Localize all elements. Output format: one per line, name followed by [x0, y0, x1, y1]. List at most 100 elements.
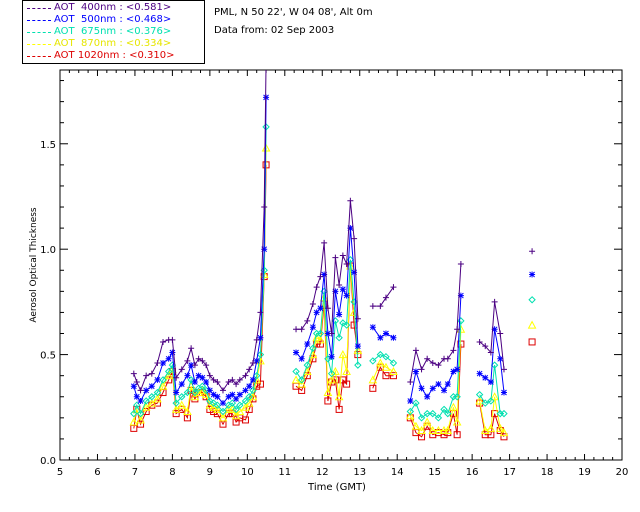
site-info: PML, N 50 22', W 04 08', Alt 0m — [214, 7, 373, 18]
data-point — [435, 381, 442, 388]
series-line — [133, 147, 505, 433]
data-point — [241, 397, 250, 405]
x-tick-label: 16 — [466, 467, 479, 478]
data-point — [422, 417, 432, 426]
x-tick-label: 6 — [94, 467, 100, 478]
legend-label-870: AOT 870nm : <0.334> — [54, 38, 172, 49]
data-point — [423, 409, 431, 418]
data-point — [500, 409, 508, 418]
data-point — [210, 391, 217, 398]
data-point — [332, 254, 339, 261]
data-point — [369, 324, 376, 331]
data-point — [169, 336, 176, 343]
data-point — [231, 411, 241, 420]
data-point — [339, 252, 346, 259]
series-key-marker — [529, 271, 536, 278]
chart-legend: AOT 400nm : <0.581> AOT 500nm : <0.468> … — [22, 0, 205, 64]
data-point — [444, 381, 451, 388]
x-tick-label: 19 — [578, 467, 591, 478]
data-point — [328, 353, 335, 360]
data-point — [137, 387, 144, 394]
data-point — [497, 355, 504, 362]
data-point — [257, 309, 264, 316]
legend-label-500: AOT 500nm : <0.468> — [54, 14, 172, 25]
data-point — [412, 347, 419, 354]
data-point — [253, 336, 260, 343]
data-point — [338, 350, 348, 359]
data-point — [435, 362, 442, 369]
data-point — [177, 400, 187, 409]
data-point — [324, 397, 332, 405]
x-tick-label: 10 — [241, 467, 254, 478]
data-point — [417, 425, 426, 434]
data-point — [339, 376, 347, 384]
data-point — [142, 397, 150, 405]
x-axis-label: Time (GMT) — [307, 482, 366, 493]
data-point — [491, 326, 498, 333]
data-point — [203, 379, 210, 385]
legend-swatch-500 — [27, 20, 51, 21]
data-point — [187, 376, 195, 384]
data-point — [195, 372, 202, 379]
x-tick-label: 14 — [391, 467, 404, 478]
legend-entry-500: AOT 500nm : <0.468> — [23, 14, 204, 26]
data-point — [353, 345, 363, 354]
data-point — [342, 366, 351, 375]
data-point — [347, 225, 354, 232]
data-point — [354, 343, 361, 350]
data-point — [235, 406, 245, 416]
data-point — [454, 366, 461, 373]
data-point — [491, 298, 498, 305]
x-tick-label: 17 — [503, 467, 516, 478]
legend-entry-675: AOT 675nm : <0.376> — [23, 26, 204, 38]
data-point — [389, 366, 398, 375]
data-point — [424, 355, 431, 362]
series-key-marker — [529, 248, 536, 255]
x-tick-label: 18 — [541, 467, 554, 478]
data-point — [178, 405, 186, 413]
data-point — [339, 319, 347, 327]
data-point — [214, 393, 221, 400]
data-point — [228, 404, 237, 413]
x-axis: 5 6 7 8 9 10 11 12 13 14 15 16 17 18 19 20 — [57, 70, 628, 478]
data-point — [213, 401, 222, 409]
legend-swatch-400 — [27, 8, 51, 9]
data-point — [368, 375, 378, 384]
series-layer — [129, 70, 537, 441]
legend-label-675: AOT 675nm : <0.376> — [54, 26, 172, 37]
data-point — [236, 401, 244, 409]
data-point — [136, 415, 145, 424]
data-point — [198, 385, 207, 394]
data-point — [342, 321, 351, 329]
data-point — [233, 395, 240, 402]
data-point — [336, 311, 343, 318]
data-point — [219, 407, 227, 416]
y-axis: 0.0 0.5 1.0 1.5 — [40, 80, 622, 467]
data-point — [476, 338, 483, 345]
data-point — [454, 326, 461, 333]
data-point — [390, 284, 397, 291]
data-point — [143, 372, 150, 379]
data-point — [160, 338, 167, 345]
data-point — [183, 388, 192, 397]
legend-swatch-870 — [27, 44, 51, 45]
data-point — [178, 393, 186, 401]
data-point — [317, 305, 324, 312]
data-point — [482, 374, 489, 381]
series-3 — [129, 143, 537, 437]
data-point — [382, 294, 389, 301]
data-point — [158, 381, 168, 390]
data-point — [188, 345, 195, 352]
data-point — [130, 370, 137, 377]
data-point — [369, 384, 377, 392]
data-point — [334, 392, 344, 401]
data-point — [475, 396, 484, 405]
data-point — [440, 405, 448, 414]
data-point — [452, 417, 462, 426]
y-tick-label: 1.0 — [40, 245, 56, 256]
data-point — [256, 350, 265, 359]
data-point — [309, 344, 317, 352]
data-point — [178, 381, 185, 388]
data-point — [249, 360, 256, 367]
